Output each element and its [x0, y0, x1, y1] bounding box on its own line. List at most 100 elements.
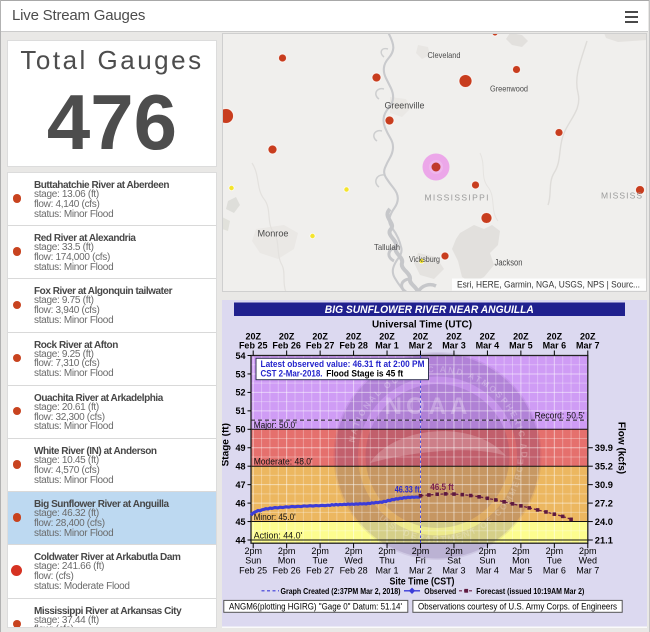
svg-text:20Z: 20Z [513, 332, 529, 342]
svg-text:2pm: 2pm [345, 546, 363, 556]
svg-text:Mar 5: Mar 5 [509, 341, 533, 351]
svg-text:20Z: 20Z [346, 332, 362, 342]
svg-text:45: 45 [235, 517, 245, 527]
svg-text:NOAA: NOAA [385, 393, 472, 420]
svg-text:Tue: Tue [547, 556, 562, 566]
svg-text:Tue: Tue [313, 556, 328, 566]
svg-text:Tallulah: Tallulah [374, 242, 400, 252]
svg-text:Fri: Fri [415, 556, 426, 566]
svg-text:Mar 6: Mar 6 [543, 341, 567, 351]
svg-text:Feb 28: Feb 28 [340, 565, 368, 575]
svg-text:Feb 28: Feb 28 [339, 341, 368, 351]
svg-text:20Z: 20Z [279, 332, 295, 342]
svg-text:46.33 ft: 46.33 ft [395, 485, 420, 495]
svg-text:2pm: 2pm [479, 546, 497, 556]
svg-text:Graph Created (2:37PM Mar 2, 2: Graph Created (2:37PM Mar 2, 2018) [281, 586, 401, 596]
svg-text:51: 51 [235, 406, 245, 416]
svg-text:49: 49 [235, 443, 245, 453]
svg-text:2pm: 2pm [412, 546, 430, 556]
svg-text:53: 53 [235, 369, 245, 379]
svg-text:48: 48 [235, 462, 245, 472]
svg-text:Feb 27: Feb 27 [306, 565, 334, 575]
svg-text:20Z: 20Z [547, 332, 563, 342]
svg-text:Stage (ft): Stage (ft) [222, 423, 231, 466]
svg-text:Feb 26: Feb 26 [272, 341, 301, 351]
svg-text:20Z: 20Z [480, 332, 496, 342]
svg-text:Mon: Mon [512, 556, 530, 566]
svg-text:2pm: 2pm [278, 546, 296, 556]
svg-text:39.9: 39.9 [595, 443, 613, 453]
svg-text:20Z: 20Z [312, 332, 328, 342]
svg-text:2pm: 2pm [512, 546, 530, 556]
svg-text:Thu: Thu [379, 556, 395, 566]
svg-text:Mar 4: Mar 4 [476, 565, 499, 575]
svg-text:Mar 1: Mar 1 [376, 565, 399, 575]
svg-text:46: 46 [235, 498, 245, 508]
svg-text:ANGM6(plotting HGIRG) "Gage 0": ANGM6(plotting HGIRG) "Gage 0" Datum: 51… [229, 602, 402, 613]
svg-text:Mar 3: Mar 3 [442, 341, 466, 351]
svg-text:Site Time (CST): Site Time (CST) [390, 577, 455, 588]
svg-text:Mar 2: Mar 2 [409, 565, 432, 575]
svg-text:Moderate: 48.0': Moderate: 48.0' [254, 457, 313, 467]
svg-text:20Z: 20Z [580, 332, 596, 342]
svg-text:Sun: Sun [245, 556, 261, 566]
svg-text:21.1: 21.1 [595, 535, 613, 545]
svg-text:20Z: 20Z [379, 332, 395, 342]
svg-text:Mar 6: Mar 6 [543, 565, 566, 575]
svg-text:35.2: 35.2 [595, 462, 613, 472]
svg-text:CST 2-Mar-2018.Flood Stage is: CST 2-Mar-2018. Flood Stage is 45 ft [261, 368, 404, 378]
svg-text:Flow (kcfs): Flow (kcfs) [615, 422, 626, 474]
svg-text:Mar 2: Mar 2 [409, 341, 433, 351]
svg-text:Greenwood: Greenwood [490, 84, 528, 94]
svg-text:52: 52 [235, 388, 245, 398]
svg-text:Monroe: Monroe [258, 229, 289, 240]
svg-text:47: 47 [235, 480, 245, 490]
svg-text:Feb 26: Feb 26 [273, 565, 301, 575]
svg-text:50: 50 [235, 425, 245, 435]
svg-text:2pm: 2pm [244, 546, 262, 556]
svg-text:2pm: 2pm [311, 546, 329, 556]
svg-text:Forecast (issued 10:19AM Mar 2: Forecast (issued 10:19AM Mar 2) [476, 586, 584, 596]
svg-text:Wed: Wed [579, 556, 597, 566]
svg-text:Sun: Sun [479, 556, 495, 566]
svg-text:20Z: 20Z [413, 332, 429, 342]
svg-text:Minor: 45.0': Minor: 45.0' [254, 512, 296, 522]
svg-text:46.5 ft: 46.5 ft [430, 482, 454, 492]
svg-text:Jackson: Jackson [495, 258, 523, 269]
svg-text:Mar 3: Mar 3 [442, 565, 465, 575]
svg-text:20Z: 20Z [446, 332, 462, 342]
svg-text:2pm: 2pm [579, 546, 597, 556]
svg-text:MISSISS: MISSISS [601, 191, 645, 201]
svg-text:Greenville: Greenville [385, 101, 425, 112]
svg-text:Feb 25: Feb 25 [239, 565, 267, 575]
svg-text:Sat: Sat [447, 556, 461, 566]
svg-text:Feb 27: Feb 27 [306, 341, 335, 351]
svg-text:2pm: 2pm [546, 546, 564, 556]
svg-text:Action: 44.0': Action: 44.0' [254, 531, 303, 541]
svg-text:Mar 7: Mar 7 [576, 565, 599, 575]
svg-text:Mon: Mon [278, 556, 296, 566]
svg-text:Major: 50.0': Major: 50.0' [254, 420, 297, 430]
svg-text:Latest observed value: 46.31: Latest observed value: 46.31 ft at 2:00 … [261, 359, 425, 369]
svg-text:BIG SUNFLOWER RIVER NEAR ANGUI: BIG SUNFLOWER RIVER NEAR ANGUILLA [325, 304, 534, 316]
svg-text:54: 54 [235, 351, 245, 361]
svg-text:Record: 50.5': Record: 50.5' [535, 411, 585, 421]
svg-text:44: 44 [235, 535, 245, 545]
svg-text:Observed: Observed [424, 586, 456, 596]
svg-text:Mar 4: Mar 4 [476, 341, 500, 351]
svg-text:24.0: 24.0 [595, 517, 613, 527]
svg-text:Wed: Wed [344, 556, 362, 566]
svg-text:Observations courtesy of U.S.: Observations courtesy of U.S. Army Corps… [418, 602, 617, 613]
svg-text:Mar 5: Mar 5 [509, 565, 532, 575]
svg-text:30.9: 30.9 [595, 480, 613, 490]
svg-text:Esri, HERE, Garmin, NGA, USGS,: Esri, HERE, Garmin, NGA, USGS, NPS | Sou… [457, 280, 640, 291]
svg-text:27.2: 27.2 [595, 498, 613, 508]
svg-text:2pm: 2pm [378, 546, 396, 556]
svg-text:2pm: 2pm [445, 546, 463, 556]
svg-text:Cleveland: Cleveland [428, 50, 461, 60]
svg-text:Vicksburg: Vicksburg [409, 254, 440, 264]
svg-text:Universal Time (UTC): Universal Time (UTC) [372, 319, 472, 331]
svg-text:MISSISSIPPI: MISSISSIPPI [425, 193, 492, 203]
svg-text:Mar 1: Mar 1 [375, 341, 399, 351]
svg-text:20Z: 20Z [245, 332, 261, 342]
